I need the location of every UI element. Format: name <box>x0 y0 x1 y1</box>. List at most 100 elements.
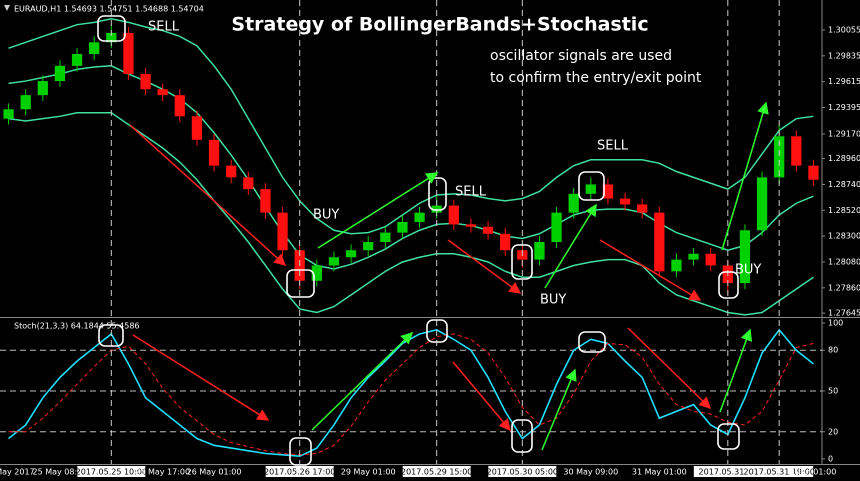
y-tick-label: 1.28520 <box>828 206 860 215</box>
candle-body <box>431 205 442 213</box>
x-tick-label: 2017.05.31 11 <box>699 468 758 477</box>
time-highlight <box>402 466 471 477</box>
candle-body <box>637 204 648 213</box>
x-tick-label: 2017.05.29 15:00 <box>401 468 472 477</box>
y-tick-label: 1.29835 <box>828 51 860 60</box>
candle-body <box>277 212 288 251</box>
signal-label: SELL <box>148 20 180 35</box>
time-highlight <box>265 466 334 477</box>
y-tick-label: 1.29615 <box>828 77 860 86</box>
candle-body <box>20 95 31 110</box>
candle-body <box>71 54 83 66</box>
candle-body <box>500 233 511 251</box>
candle-body <box>465 224 477 227</box>
candle-body <box>619 198 631 205</box>
candle-body <box>363 241 374 251</box>
time-highlight <box>693 466 762 477</box>
candle-body <box>380 232 391 242</box>
band-line <box>8 65 814 270</box>
signal-label: BUY <box>313 208 339 223</box>
candle-body <box>774 136 785 178</box>
band-line <box>8 18 814 235</box>
signal-label: BUY <box>735 263 761 278</box>
candle-body <box>448 205 459 225</box>
x-tick-label: 26 May 01:00 <box>187 468 242 477</box>
y-tick-label: 0 <box>828 454 833 463</box>
candle-body <box>808 165 819 180</box>
green-arrows <box>311 101 769 451</box>
candle-body <box>585 184 596 194</box>
signal-circle <box>511 419 533 453</box>
candle-body <box>174 95 185 117</box>
y-tick-label: 50 <box>828 387 838 396</box>
candle-body <box>191 116 203 140</box>
menu-icon <box>4 5 10 11</box>
signal-circle <box>426 319 448 343</box>
candle-body <box>3 109 14 119</box>
candle-body <box>208 139 220 166</box>
y-tick-label: 1.29395 <box>828 103 860 112</box>
chart-title: Strategy of BollingerBands+Stochastic <box>231 14 648 36</box>
candle-body <box>791 136 802 166</box>
signal-label: SELL <box>455 185 487 200</box>
candle-body <box>482 226 494 234</box>
signal-circle <box>98 324 124 347</box>
candle-body <box>739 230 751 284</box>
candle-body <box>414 212 425 223</box>
candle-body <box>654 212 665 272</box>
red-arrows <box>129 124 712 432</box>
signal-circle <box>578 171 605 201</box>
candle-body <box>551 212 562 242</box>
candle-body <box>260 189 271 213</box>
candle-body <box>688 253 699 260</box>
y-tick-label: 80 <box>828 346 838 355</box>
candle-body <box>705 253 716 266</box>
y-tick-label: 1.28960 <box>828 154 860 163</box>
candle-body <box>756 177 768 231</box>
x-tick-label: 2017.05.25 10:00 <box>76 468 147 477</box>
y-tick-label: 1.27860 <box>828 283 860 292</box>
candle-body <box>89 42 100 55</box>
signal-circle <box>286 269 315 298</box>
y-tick-label: 1.30055 <box>828 25 860 34</box>
stoch-line <box>8 333 814 456</box>
y-tick-label: 1.29170 <box>828 129 860 138</box>
candle-body <box>157 89 168 96</box>
x-tick-label: 29 May 01:00 <box>341 468 396 477</box>
y-tick-label: 1.27645 <box>828 309 860 318</box>
y-tick-label: 1.28740 <box>828 180 860 189</box>
y-tick-label: 1.28300 <box>828 232 860 241</box>
x-tick-label: 1 Jun 01:00 <box>791 468 837 477</box>
candle-body <box>226 165 237 178</box>
x-tick-label: 30 May 09:00 <box>563 468 618 477</box>
candle-body <box>106 32 117 43</box>
candle-body <box>397 222 408 233</box>
y-tick-label: 20 <box>828 427 838 436</box>
signal-label: BUY <box>540 293 566 308</box>
annotations: Strategy of BollingerBands+Stochastic os… <box>97 14 769 466</box>
candle-body <box>345 250 357 258</box>
signal-circle <box>718 271 739 299</box>
signal-circle <box>717 423 740 450</box>
x-tick-label: 24 May 2017 <box>0 468 35 477</box>
candle-body <box>140 74 151 90</box>
pane-label: EURAUD,H1 1.54693 1.54751 1.54688 1.5470… <box>14 5 204 14</box>
time-highlight <box>745 466 814 477</box>
time-highlight <box>77 466 146 477</box>
candle-body <box>602 184 614 199</box>
candle-body <box>568 193 579 213</box>
signal-circle <box>289 437 312 466</box>
time-highlight <box>488 466 557 477</box>
candle-body <box>534 241 545 260</box>
x-tick-label: 2017.05.26 17:00 <box>264 468 335 477</box>
signal-label: SELL <box>597 139 629 154</box>
y-tick-label: 100 <box>828 319 843 328</box>
candle-body <box>243 177 254 190</box>
signal-circle <box>511 244 533 280</box>
x-tick-label: 25 May 17:00 <box>135 468 190 477</box>
stoch-line <box>8 328 814 458</box>
band-line <box>8 112 814 316</box>
x-tick-label: 2017.05.31 19:00 <box>743 468 814 477</box>
